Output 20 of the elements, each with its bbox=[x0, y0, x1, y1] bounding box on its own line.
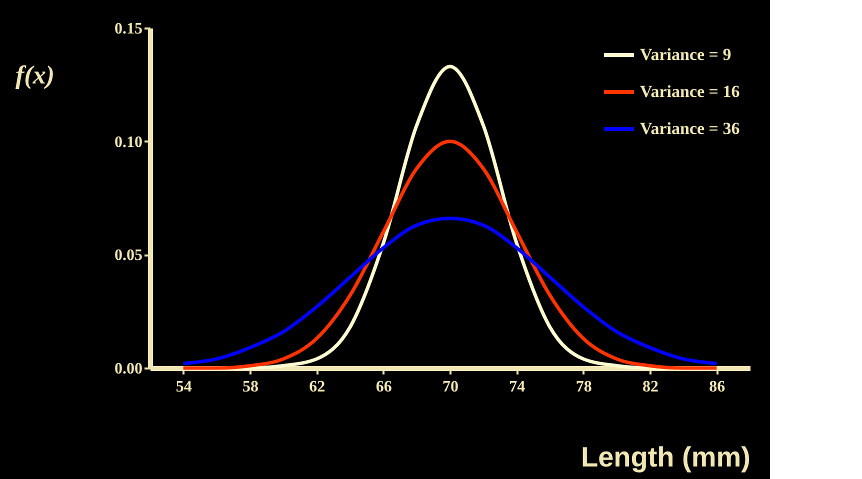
legend-label: Variance = 36 bbox=[640, 119, 740, 138]
legend-label: Variance = 16 bbox=[640, 82, 740, 101]
y-tick-label: 0.00 bbox=[114, 360, 142, 378]
x-tick-label: 66 bbox=[376, 378, 392, 396]
y-tick-label: 0.15 bbox=[114, 20, 142, 38]
x-tick-label: 62 bbox=[309, 378, 326, 396]
x-tick-label: 54 bbox=[176, 378, 192, 396]
y-tick-label: 0.05 bbox=[114, 247, 142, 264]
x-tick-label: 86 bbox=[709, 378, 726, 396]
x-axis-title: Length (mm) bbox=[580, 442, 750, 472]
x-tick-label: 78 bbox=[576, 378, 592, 396]
legend-label: Variance = 9 bbox=[640, 45, 732, 64]
x-tick-label: 58 bbox=[242, 378, 258, 396]
x-tick-label: 70 bbox=[442, 378, 458, 396]
x-tick-label: 82 bbox=[642, 378, 658, 396]
y-axis-title: f(x) bbox=[16, 60, 54, 90]
y-tick-label: 0.10 bbox=[114, 134, 142, 151]
line-series bbox=[182, 140, 718, 370]
x-tick-label: 74 bbox=[509, 378, 526, 396]
line-series bbox=[182, 216, 718, 366]
